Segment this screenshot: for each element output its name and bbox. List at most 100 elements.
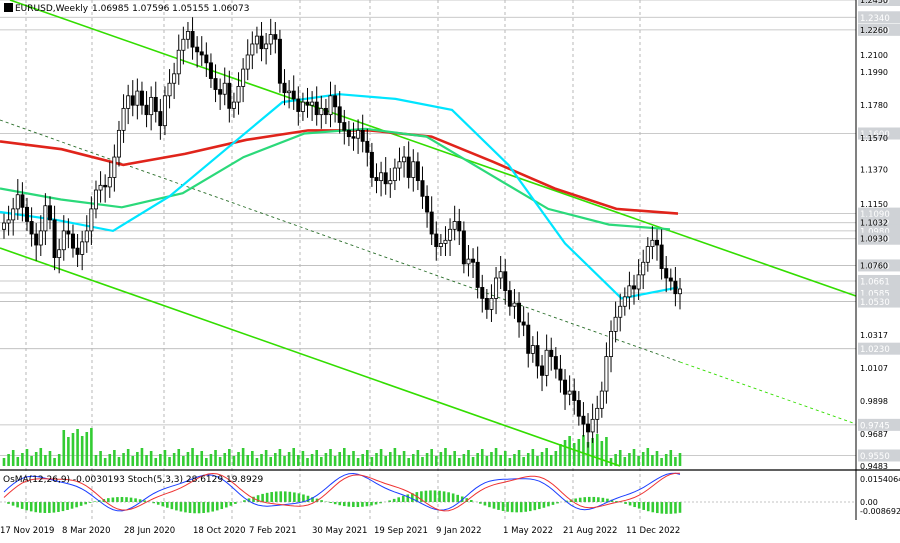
volume-bar — [440, 452, 443, 466]
y-tick-label: 0.9687 — [860, 430, 888, 439]
osma-bar — [506, 502, 509, 512]
volume-bar — [421, 457, 424, 466]
volume-bar — [444, 448, 447, 466]
volume-bar — [99, 451, 102, 466]
candle-body — [154, 97, 157, 111]
candle-body — [527, 325, 530, 353]
osma-bar — [534, 502, 537, 510]
osma-bar — [270, 492, 273, 502]
candle-body — [320, 108, 323, 114]
volume-bar — [145, 455, 148, 466]
volume-bar — [85, 432, 88, 466]
candle-body — [104, 185, 107, 187]
osma-bar — [334, 502, 337, 504]
volume-bar — [315, 450, 318, 466]
volume-bar — [481, 449, 484, 466]
volume-bar — [159, 454, 162, 466]
osma-bar — [161, 502, 164, 506]
volume-bar — [297, 455, 300, 466]
candle-body — [361, 130, 364, 141]
candle-body — [416, 162, 419, 181]
y-tick-label: 1.0107 — [860, 364, 888, 373]
candle-body — [21, 195, 24, 208]
volume-bar — [260, 454, 263, 466]
osma-bar — [39, 502, 42, 513]
osma-bar — [80, 502, 83, 506]
volume-bar — [164, 450, 167, 466]
osma-bar — [48, 502, 51, 513]
candle-body — [214, 79, 217, 90]
volume-bar — [384, 456, 387, 466]
candle-body — [402, 157, 405, 162]
osma-bar — [447, 492, 450, 502]
candle-body — [678, 289, 681, 294]
volume-bar — [334, 456, 337, 466]
osma-bar — [225, 502, 228, 507]
volume-bar — [366, 450, 369, 466]
osma-bar — [642, 502, 645, 510]
candle-body — [315, 102, 318, 115]
candle-body — [462, 231, 465, 264]
volume-bar — [532, 449, 535, 466]
volume-bar — [486, 456, 489, 466]
volume-bar — [495, 448, 498, 466]
y-tick-label: 1.2260 — [860, 26, 888, 35]
osc-tick-label: -0.008692 — [860, 507, 900, 516]
osma-bar — [665, 502, 668, 514]
volume-bar — [573, 443, 576, 466]
volume-bar — [559, 444, 562, 466]
candle-body — [30, 221, 33, 234]
y-tick-label: 0.9898 — [860, 397, 888, 406]
osma-bar — [207, 502, 210, 512]
osma-bar — [44, 502, 47, 513]
osma-bar — [230, 502, 233, 506]
volume-bar — [16, 457, 19, 466]
candle-body — [508, 291, 511, 307]
volume-bar — [219, 457, 222, 466]
volume-bar — [233, 456, 236, 466]
volume-bar — [564, 440, 567, 466]
volume-bar — [196, 455, 199, 466]
candle-body — [384, 173, 387, 184]
chart-menu-icon[interactable] — [4, 3, 13, 12]
candle-body — [186, 31, 189, 39]
candle-body — [85, 231, 88, 242]
osma-bar — [57, 502, 60, 512]
y-tick-label: 1.0930 — [860, 235, 888, 244]
candle-body — [288, 91, 291, 93]
x-tick-label: 7 Feb 2021 — [249, 526, 297, 536]
candle-body — [412, 162, 415, 178]
osma-bar — [583, 497, 586, 502]
candle-body — [334, 96, 337, 107]
candle-body — [614, 317, 617, 331]
candle-body — [173, 74, 176, 83]
volume-bar — [251, 451, 254, 466]
candle-body — [517, 303, 520, 322]
candle-body — [435, 234, 438, 247]
osma-bar — [452, 493, 455, 502]
candle-body — [191, 31, 194, 47]
candle-body — [113, 157, 116, 177]
candle-body — [536, 346, 539, 366]
candle-body — [522, 322, 525, 325]
volume-bar — [647, 448, 650, 466]
osma-bar — [12, 502, 15, 506]
osma-bar — [656, 502, 659, 513]
candle-body — [568, 391, 571, 394]
x-tick-label: 11 Dec 2022 — [626, 526, 680, 536]
volume-bar — [596, 434, 599, 466]
osma-bar — [629, 502, 632, 505]
volume-bar — [21, 453, 24, 466]
candle-body — [628, 286, 631, 297]
candle-body — [145, 105, 148, 114]
volume-bar — [53, 458, 56, 466]
volume-bar — [371, 457, 374, 466]
candle-body — [540, 366, 543, 375]
candle-body — [665, 269, 668, 278]
osma-bar — [171, 502, 174, 509]
osma-bar — [157, 502, 160, 505]
volume-bar — [173, 453, 176, 466]
x-tick-label: 1 May 2022 — [503, 526, 553, 536]
